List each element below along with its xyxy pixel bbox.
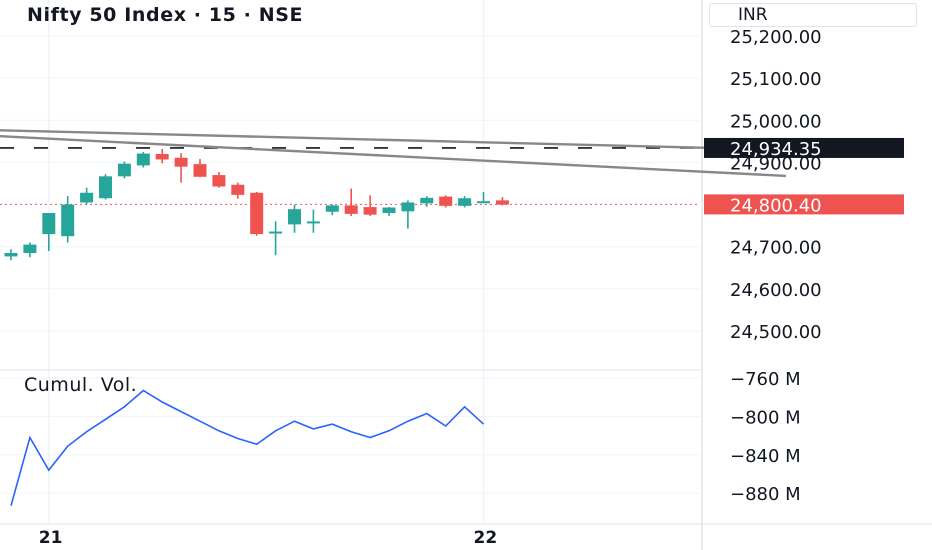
candle-body [420, 197, 434, 204]
candle-body [250, 192, 264, 235]
candle [42, 213, 56, 251]
candle [231, 182, 245, 199]
candle-body [61, 204, 75, 237]
trendline [0, 129, 786, 151]
cumulative-volume-line [10, 389, 485, 506]
candle [344, 188, 358, 216]
price-tick-label: 25,200.00 [730, 27, 822, 48]
symbol-title: Nifty 50 Index · 15 · NSE [27, 4, 304, 26]
last-price-label: 24,800.40 [730, 195, 822, 216]
candle [155, 148, 169, 164]
candle-body [344, 205, 358, 214]
candle-body [99, 176, 112, 199]
candle [477, 191, 490, 204]
candle [99, 174, 112, 200]
candle [439, 195, 453, 208]
candle-body [439, 196, 453, 206]
price-tick-label: 25,000.00 [730, 111, 822, 132]
last-price-tag [704, 194, 904, 215]
candle [306, 209, 320, 233]
horizontal-line-price-label: 24,934.35 [730, 139, 822, 160]
candle [363, 195, 377, 216]
candle [288, 204, 301, 233]
volume-tick-label: −880 M [730, 484, 801, 505]
candle [325, 204, 339, 216]
candle-body [193, 164, 207, 177]
candle-body [477, 201, 490, 204]
candle [136, 151, 150, 168]
candle [174, 153, 188, 183]
candle [495, 196, 509, 206]
time-tick-label: 22 [474, 528, 498, 548]
price-tick-label: 24,700.00 [730, 238, 822, 259]
candle-body [23, 244, 37, 254]
candle-body [458, 198, 472, 206]
candle-body [80, 192, 94, 203]
volume-tick-label: −760 M [730, 369, 801, 390]
candle [250, 191, 264, 236]
price-tick-label: 24,900.00 [730, 153, 822, 174]
candle-body [231, 184, 245, 195]
candle [420, 196, 434, 207]
volume-tick-label: −800 M [730, 407, 801, 428]
price-tick-label: 24,600.00 [730, 280, 822, 301]
candle-body [288, 209, 301, 225]
candle [117, 161, 131, 179]
candle [80, 187, 94, 205]
grid-lines [0, 0, 700, 524]
candle [382, 207, 396, 216]
candle [401, 200, 415, 229]
candle-body [363, 207, 377, 215]
price-tick-label: 24,500.00 [730, 322, 822, 343]
candle [269, 221, 283, 256]
candle-body [325, 205, 339, 212]
candle-body [269, 231, 283, 234]
candle [4, 249, 18, 261]
candles [4, 148, 509, 261]
horizontal-line-price-tag [704, 137, 904, 158]
volume-tick-label: −840 M [730, 446, 801, 467]
candle-body [382, 207, 396, 213]
candle-body [136, 153, 150, 166]
candle [212, 172, 226, 188]
price-tick-label: 25,100.00 [730, 69, 822, 90]
candle [193, 159, 207, 178]
candle-body [117, 163, 131, 177]
candle [61, 196, 75, 243]
candle-body [306, 221, 320, 224]
candle-body [212, 175, 226, 187]
cumulative-volume-label: Cumul. Vol. [24, 374, 138, 396]
candle-body [4, 253, 18, 257]
trendline [0, 134, 786, 178]
candle-body [155, 154, 169, 160]
candle-body [401, 202, 415, 212]
candle-body [42, 213, 56, 235]
candle [23, 242, 37, 258]
currency-selector[interactable]: INR [709, 3, 917, 27]
time-tick-label: 21 [39, 528, 63, 548]
candle [458, 196, 472, 208]
candle-body [495, 200, 509, 205]
candle-body [174, 157, 188, 167]
